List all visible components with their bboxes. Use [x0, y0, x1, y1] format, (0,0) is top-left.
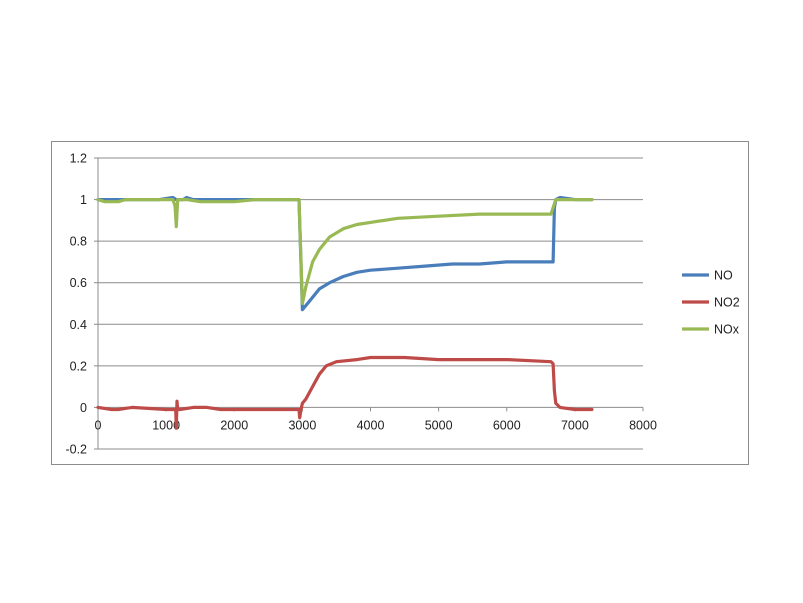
- x-tick-label: 3000: [288, 418, 316, 432]
- x-tick-label: 7000: [561, 418, 589, 432]
- x-tick-label: 4000: [357, 418, 385, 432]
- y-tick-label: 0.4: [70, 318, 87, 332]
- y-tick-label: -0.2: [65, 443, 87, 457]
- x-tick-labels: 0 1000 2000 3000 4000 5000 6000 7000 8000: [95, 418, 657, 432]
- legend: NO NO2 NOx: [682, 269, 740, 337]
- x-tick-label: 0: [95, 418, 102, 432]
- legend-label-no2: NO2: [714, 296, 740, 310]
- x-tick-label: 8000: [629, 418, 657, 432]
- series-line-no2: [96, 355, 594, 430]
- series-lines: [96, 195, 594, 430]
- y-tick-label: 1: [80, 193, 87, 207]
- y-tick-label: 0: [80, 401, 87, 415]
- series-line-nox: [96, 198, 594, 306]
- x-tick-label: 6000: [493, 418, 521, 432]
- legend-label-nox: NOx: [714, 323, 740, 337]
- x-tick-label: 5000: [425, 418, 453, 432]
- chart-frame: -0.2 0 0.2 0.4 0.6 0.8 1 1.2 0 1000 2000 3000 4000 5…: [51, 141, 749, 465]
- y-tick-label: 0.8: [70, 235, 87, 249]
- gridlines: [98, 157, 643, 450]
- x-tick-label: 2000: [220, 418, 248, 432]
- legend-label-no: NO: [714, 269, 733, 283]
- line-chart: -0.2 0 0.2 0.4 0.6 0.8 1 1.2 0 1000 2000 3000 4000 5…: [65, 152, 740, 457]
- y-tick-label: 0.2: [70, 359, 87, 373]
- y-tick-labels: -0.2 0 0.2 0.4 0.6 0.8 1 1.2: [65, 152, 87, 457]
- y-tick-label: 1.2: [70, 152, 87, 166]
- y-tick-label: 0.6: [70, 276, 87, 290]
- x-tick-label: 1000: [152, 418, 180, 432]
